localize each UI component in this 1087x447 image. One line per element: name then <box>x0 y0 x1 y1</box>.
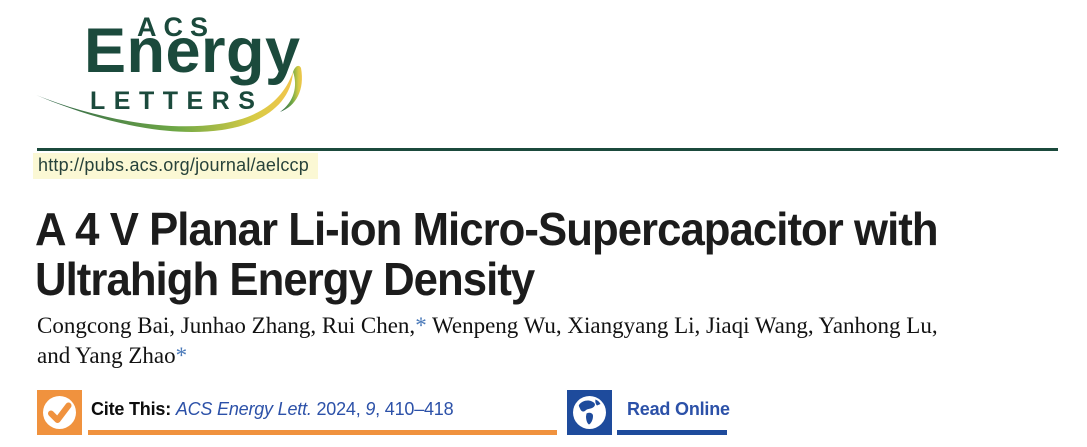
check-icon <box>43 396 76 429</box>
swoosh-icon <box>36 65 302 133</box>
article-title: A 4 V Planar Li-ion Micro-Supercapacitor… <box>35 204 1061 304</box>
citation-year: 2024, <box>311 399 366 419</box>
author-list-line2: and Yang Zhao* <box>37 341 1047 371</box>
citation-text: ACS Energy Lett. 2024, 9, 410–418 <box>176 399 454 420</box>
cite-this-label: Cite This: <box>91 399 176 419</box>
cite-this-badge[interactable] <box>37 390 82 435</box>
author-list-line1: Congcong Bai, Junhao Zhang, Rui Chen,* W… <box>37 311 1047 341</box>
authors-segment: and Yang Zhao <box>37 343 176 368</box>
header-divider <box>37 148 1058 151</box>
cite-this-button[interactable]: Cite This: ACS Energy Lett. 2024, 9, 410… <box>88 390 557 435</box>
authors-segment: Congcong Bai, Junhao Zhang, Rui Chen, <box>37 313 416 338</box>
read-online-label: Read Online <box>627 399 730 419</box>
article-title-line1: A 4 V Planar Li-ion Micro-Supercapacitor… <box>35 203 939 255</box>
article-title-line2: Ultrahigh Energy Density <box>35 253 535 305</box>
corresponding-author-asterisk: * <box>175 343 188 368</box>
read-online-button[interactable]: Read Online <box>617 390 730 435</box>
read-online-badge[interactable] <box>567 390 612 435</box>
logo-text-letters: LETTERS <box>90 87 264 115</box>
author-list: Congcong Bai, Junhao Zhang, Rui Chen,* W… <box>37 311 1047 371</box>
logo-text-energy: Energy <box>84 16 301 86</box>
authors-segment: Wenpeng Wu, Xiangyang Li, Jiaqi Wang, Ya… <box>426 313 938 338</box>
logo-text-acs: ACS <box>137 12 216 42</box>
journal-url-link[interactable]: http://pubs.acs.org/journal/aelccp <box>33 153 318 179</box>
citation-pages: , 410–418 <box>375 399 454 419</box>
citation-journal: ACS Energy Lett. <box>175 399 312 419</box>
citation-volume: 9 <box>365 399 376 419</box>
globe-icon <box>573 396 606 429</box>
acs-energy-letters-logo: ACS Energy LETTERS <box>0 0 400 150</box>
corresponding-author-asterisk: * <box>415 313 427 338</box>
